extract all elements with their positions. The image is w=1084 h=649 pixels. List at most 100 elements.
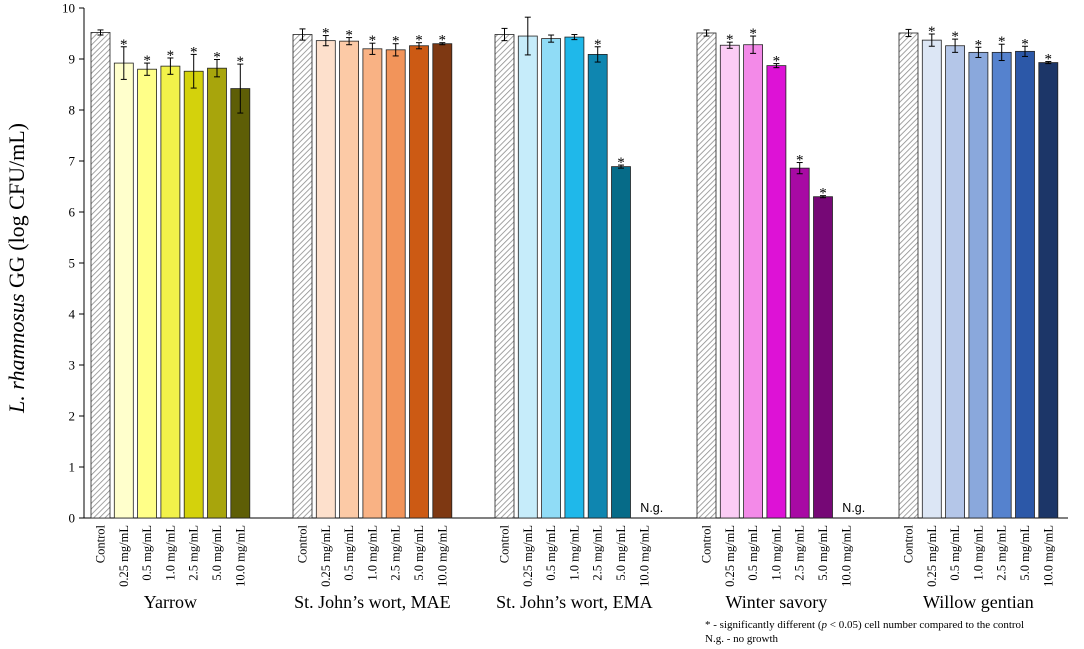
bar-st-john-s-wort-ema-5 bbox=[611, 166, 631, 519]
significance-marker: * bbox=[594, 37, 602, 53]
category-label: 10.0 mg/mL bbox=[839, 525, 853, 587]
group-label: Winter savory bbox=[726, 592, 828, 612]
bar-st-john-s-wort-mae-5 bbox=[409, 45, 429, 519]
bar-winter-savory-2 bbox=[743, 44, 763, 519]
bar-yarrow-5 bbox=[207, 67, 227, 519]
category-label: Control bbox=[902, 524, 916, 563]
significance-marker: * bbox=[819, 186, 827, 202]
y-axis-label-italic: L. rhamnosus bbox=[4, 294, 29, 414]
significance-marker: * bbox=[213, 50, 221, 66]
category-label: 1.0 mg/mL bbox=[567, 525, 581, 581]
bar-st-john-s-wort-ema-4 bbox=[587, 54, 608, 519]
y-tick-label: 9 bbox=[69, 52, 76, 67]
bar-st-john-s-wort-ema-3 bbox=[564, 36, 585, 519]
bar-st-john-s-wort-mae-3 bbox=[362, 48, 383, 519]
significance-marker: * bbox=[1045, 52, 1053, 68]
bar-willow-gentian-1 bbox=[921, 39, 942, 519]
y-tick-label: 7 bbox=[69, 154, 76, 169]
bar-winter-savory-5 bbox=[813, 196, 833, 519]
significance-marker: * bbox=[1021, 36, 1029, 52]
significance-marker: * bbox=[998, 34, 1006, 50]
y-tick-label: 1 bbox=[69, 460, 76, 475]
category-label: 10.0 mg/mL bbox=[435, 525, 449, 587]
bar-st-john-s-wort-ema-0 bbox=[494, 34, 515, 519]
group-label: Willow gentian bbox=[923, 592, 1034, 612]
bar-st-john-s-wort-mae-6 bbox=[432, 43, 453, 519]
significance-marker: * bbox=[617, 155, 625, 171]
category-label: 10.0 mg/mL bbox=[1041, 525, 1055, 587]
category-label: 1.0 mg/mL bbox=[769, 525, 783, 581]
significance-marker: * bbox=[975, 37, 983, 53]
category-label: 1.0 mg/mL bbox=[163, 525, 177, 581]
category-label: 5.0 mg/mL bbox=[816, 525, 830, 581]
category-label: 0.25 mg/mL bbox=[723, 525, 737, 587]
category-label: 2.5 mg/mL bbox=[793, 525, 807, 581]
bar-st-john-s-wort-mae-4 bbox=[385, 49, 406, 519]
bar-willow-gentian-3 bbox=[968, 51, 989, 519]
category-label: 0.25 mg/mL bbox=[521, 525, 535, 587]
category-label: 1.0 mg/mL bbox=[971, 525, 985, 581]
y-tick-label: 2 bbox=[69, 409, 76, 424]
category-label: 0.5 mg/mL bbox=[544, 525, 558, 581]
group-label: Yarrow bbox=[144, 592, 197, 612]
significance-marker: * bbox=[120, 37, 128, 53]
category-label: 5.0 mg/mL bbox=[412, 525, 426, 581]
significance-marker: * bbox=[773, 54, 781, 70]
significance-marker: * bbox=[439, 33, 447, 49]
category-label: 2.5 mg/mL bbox=[591, 525, 605, 581]
y-tick-label: 5 bbox=[69, 256, 76, 271]
category-label: 0.25 mg/mL bbox=[319, 525, 333, 587]
y-axis-label-rest: GG (log CFU/mL) bbox=[4, 123, 29, 288]
bar-st-john-s-wort-mae-0 bbox=[292, 34, 313, 519]
bar-st-john-s-wort-ema-1 bbox=[517, 35, 538, 519]
category-label: 2.5 mg/mL bbox=[995, 525, 1009, 581]
category-label: 10.0 mg/mL bbox=[637, 525, 651, 587]
bar-st-john-s-wort-mae-1 bbox=[315, 40, 336, 519]
category-label: Control bbox=[498, 524, 512, 563]
significance-marker: * bbox=[167, 48, 175, 64]
category-label: Control bbox=[700, 524, 714, 563]
footnote: * - significantly different (p < 0.05) c… bbox=[705, 619, 1024, 645]
labels: Control * 0.25 mg/mL * 0.5 mg/mL * 1.0 mg/mL * 2… bbox=[94, 24, 1056, 612]
category-label: 0.5 mg/mL bbox=[746, 525, 760, 581]
category-label: 0.5 mg/mL bbox=[342, 525, 356, 581]
significance-marker: * bbox=[796, 153, 804, 169]
category-label: 5.0 mg/mL bbox=[1018, 525, 1032, 581]
y-tick-label: 3 bbox=[69, 358, 76, 373]
bar-willow-gentian-6 bbox=[1038, 62, 1059, 519]
bar-willow-gentian-2 bbox=[945, 45, 965, 519]
category-label: 0.25 mg/mL bbox=[925, 525, 939, 587]
significance-marker: * bbox=[749, 26, 757, 42]
significance-marker: * bbox=[951, 29, 959, 45]
y-tick-label: 8 bbox=[69, 103, 76, 118]
category-label: 0.25 mg/mL bbox=[117, 525, 131, 587]
y-tick-label: 0 bbox=[69, 511, 76, 526]
bar-willow-gentian-0 bbox=[898, 32, 919, 519]
bar-yarrow-3 bbox=[160, 65, 181, 519]
bar-yarrow-6 bbox=[230, 88, 251, 519]
bar-st-john-s-wort-ema-2 bbox=[541, 38, 561, 519]
category-label: 5.0 mg/mL bbox=[614, 525, 628, 581]
y-axis-label: L. rhamnosus GG (log CFU/mL) bbox=[4, 123, 29, 414]
category-label: Control bbox=[94, 524, 108, 563]
significance-marker: * bbox=[928, 24, 936, 40]
no-growth-label: N.g. bbox=[842, 501, 865, 515]
bar-yarrow-0 bbox=[90, 32, 111, 519]
bar-st-john-s-wort-mae-2 bbox=[339, 40, 360, 519]
category-label: 1.0 mg/mL bbox=[365, 525, 379, 581]
y-tick-label: 4 bbox=[69, 307, 76, 322]
significance-marker: * bbox=[143, 53, 151, 69]
category-label: 5.0 mg/mL bbox=[210, 525, 224, 581]
significance-marker: * bbox=[415, 33, 423, 49]
category-label: 2.5 mg/mL bbox=[389, 525, 403, 581]
category-label: 10.0 mg/mL bbox=[233, 525, 247, 587]
bar-winter-savory-0 bbox=[696, 32, 717, 519]
footnote-significance: * - significantly different (p < 0.05) c… bbox=[705, 619, 1024, 631]
category-label: Control bbox=[296, 524, 310, 563]
category-label: 0.5 mg/mL bbox=[948, 525, 962, 581]
significance-marker: * bbox=[392, 34, 400, 50]
significance-marker: * bbox=[190, 44, 198, 60]
footnote-no-growth: N.g. - no growth bbox=[705, 633, 779, 645]
category-label: 0.5 mg/mL bbox=[140, 525, 154, 581]
